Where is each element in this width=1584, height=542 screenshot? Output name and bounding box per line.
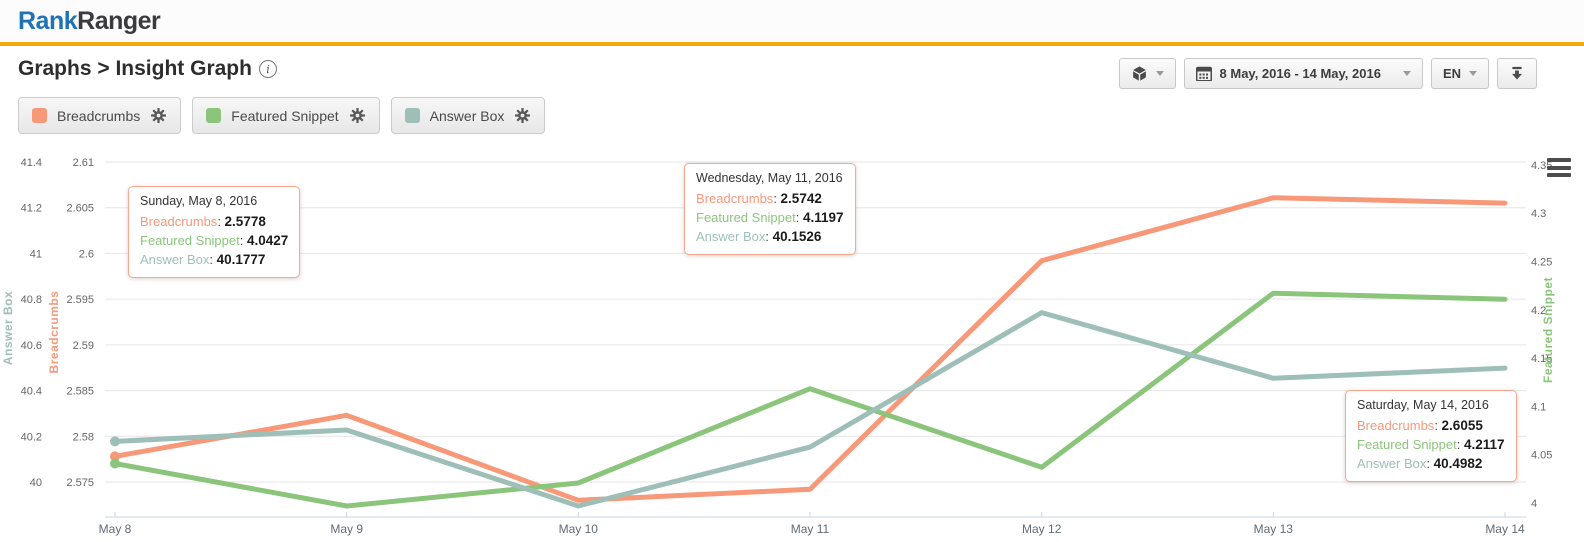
y-axis-label: 40: [30, 477, 42, 489]
rankranger-logo[interactable]: RankRanger: [18, 6, 161, 36]
tooltip-row: Breadcrumbs: 2.6055: [1357, 418, 1483, 433]
tooltip-row: Featured Snippet: 4.1197: [696, 210, 844, 225]
y-axis-label: 41: [30, 248, 42, 260]
series-marker[interactable]: [110, 436, 120, 447]
tooltip-may-8: Sunday, May 8, 2016 Breadcrumbs: 2.5778 …: [128, 186, 301, 278]
calendar-icon: [1195, 66, 1212, 81]
tooltip-date: Saturday, May 14, 2016: [1357, 398, 1489, 412]
series-swatch: [32, 108, 47, 123]
y-axis-label: 2.59: [73, 340, 94, 352]
logo-ranger: Ranger: [77, 6, 161, 35]
series-swatch: [206, 108, 222, 123]
caret-down-icon: [1402, 71, 1411, 76]
legend-chip-featured-snippet[interactable]: Featured Snippet: [192, 97, 380, 134]
tooltip-row: Breadcrumbs: 2.5778: [140, 214, 266, 229]
cube-icon: [1131, 65, 1148, 82]
gear-icon[interactable]: [514, 107, 531, 124]
y-axis-title: Answer Box: [1, 291, 15, 365]
y-axis-label: 2.585: [66, 386, 94, 398]
tooltip-row: Breadcrumbs: 2.5742: [696, 191, 822, 206]
x-axis-label: May 14: [1485, 522, 1525, 536]
y-axis-label: 4.2: [1531, 305, 1546, 317]
y-axis-label: 4: [1531, 498, 1537, 510]
y-axis-label: 2.605: [66, 203, 94, 215]
page-title: Graphs > Insight Graph i: [18, 57, 277, 81]
y-axis-title: Featured Snippet: [1541, 277, 1555, 383]
header-toolbar: 8 May, 2016 - 14 May, 2016 EN: [1118, 58, 1537, 89]
legend: Breadcrumbs Featured Snippet Answer Box: [18, 97, 546, 134]
product-menu-button[interactable]: [1118, 58, 1176, 89]
x-axis-label: May 10: [559, 522, 599, 536]
series-line-featured-snippet[interactable]: [112, 290, 1508, 509]
tooltip-row: Featured Snippet: 4.2117: [1357, 437, 1505, 452]
page-content: Graphs > Insight Graph i 8 May, 2016 - 1…: [0, 46, 1584, 542]
insight-chart: May 8 May 9 May 10 May 11 May 12 May 13 May 14…: [0, 145, 1584, 542]
y-axis-label: 4.3: [1531, 208, 1546, 220]
breadcrumb: Graphs > Insight Graph: [18, 57, 252, 80]
x-axis-label: May 11: [791, 522, 830, 536]
x-axis-label: May 12: [1022, 522, 1062, 536]
series-line-breadcrumbs[interactable]: [112, 195, 1508, 503]
x-axis-label: May 13: [1254, 522, 1294, 536]
topbar: RankRanger: [0, 0, 1584, 46]
y-axis-label: 4.25: [1531, 257, 1552, 269]
gear-icon[interactable]: [349, 107, 366, 124]
series-swatch: [404, 108, 420, 123]
legend-label: Answer Box: [429, 107, 505, 124]
tooltip-date: Sunday, May 8, 2016: [140, 194, 258, 208]
legend-label: Featured Snippet: [231, 107, 339, 124]
x-axis-label: May 8: [99, 522, 132, 536]
y-axis-label: 4.15: [1531, 353, 1552, 365]
tooltip-row: Answer Box: 40.1526: [696, 229, 822, 244]
y-axis-label: 2.595: [66, 294, 94, 306]
tooltip-may-14: Saturday, May 14, 2016 Breadcrumbs: 2.60…: [1345, 390, 1517, 482]
tooltip-may-11: Wednesday, May 11, 2016 Breadcrumbs: 2.5…: [684, 163, 856, 255]
language-label: EN: [1442, 66, 1461, 81]
y-axis-label: 2.575: [66, 477, 94, 489]
logo-rank: Rank: [18, 6, 78, 35]
tooltip-row: Answer Box: 40.4982: [1357, 456, 1483, 471]
series-line-answer-box[interactable]: [112, 310, 1508, 509]
x-axis-label: May 9: [330, 522, 363, 536]
y-axis-label: 4.05: [1531, 450, 1552, 462]
y-axis-label: 41.4: [21, 157, 42, 169]
legend-chip-answer-box[interactable]: Answer Box: [390, 97, 546, 134]
download-button[interactable]: [1497, 58, 1537, 89]
legend-label: Breadcrumbs: [57, 107, 141, 124]
tooltip-date: Wednesday, May 11, 2016: [696, 171, 843, 185]
language-button[interactable]: EN: [1430, 58, 1489, 89]
series-marker[interactable]: [110, 451, 120, 462]
date-range-label: 8 May, 2016 - 14 May, 2016: [1219, 66, 1381, 81]
caret-down-icon: [1469, 71, 1477, 76]
y-axis-label: 2.6: [79, 248, 94, 260]
chart-menu-icon[interactable]: [1547, 158, 1571, 181]
chart-canvas: May 8 May 9 May 10 May 11 May 12 May 13 May 14…: [1, 157, 1555, 536]
y-axis-title: Breadcrumbs: [47, 291, 61, 374]
tooltip-row: Answer Box: 40.1777: [140, 252, 266, 267]
y-axis-label: 2.61: [73, 157, 94, 169]
gear-icon[interactable]: [150, 107, 167, 124]
caret-down-icon: [1155, 71, 1164, 76]
date-range-button[interactable]: 8 May, 2016 - 14 May, 2016: [1183, 58, 1423, 89]
y-axis-label: 40.4: [21, 386, 42, 398]
tooltip-row: Featured Snippet: 4.0427: [140, 233, 289, 248]
y-axis-label: 40.2: [21, 431, 42, 443]
y-axis-label: 41.2: [21, 203, 42, 215]
y-axis-label: 40.8: [21, 294, 42, 306]
legend-chip-breadcrumbs[interactable]: Breadcrumbs: [18, 97, 182, 134]
download-icon: [1509, 65, 1525, 82]
y-axis-label: 4.1: [1531, 401, 1546, 413]
info-icon[interactable]: i: [258, 60, 277, 78]
series-marker[interactable]: [110, 458, 120, 469]
y-axis-label: 40.6: [21, 340, 42, 352]
y-axis-label: 2.58: [73, 431, 94, 443]
